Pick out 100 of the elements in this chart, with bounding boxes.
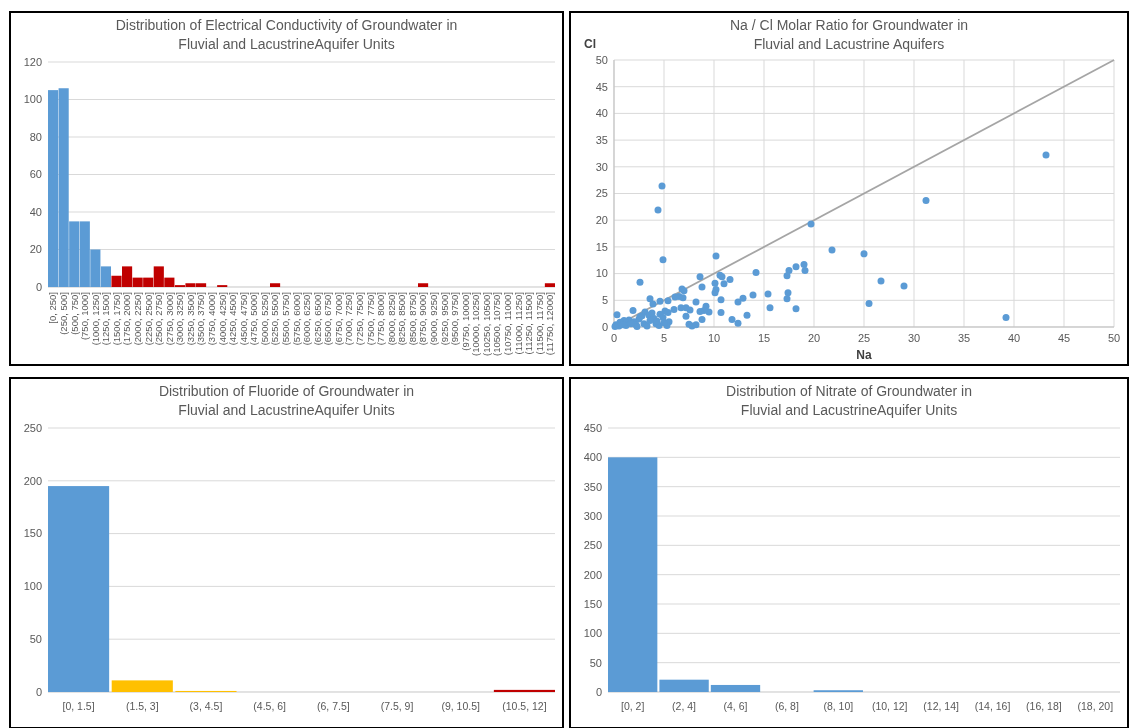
x-tick-label: (2500, 2750] [153,292,165,346]
x-tick-label: 25 [857,332,871,344]
x-tick-label: (11000, 11250] [512,292,524,355]
x-tick-label: (11250, 11500] [523,292,535,355]
x-tick-label: (4500, 4750] [237,292,249,346]
x-tick-label: 15 [757,332,771,344]
y-tick-label: 40 [595,107,608,120]
x-tick-label: (3750, 4000] [205,292,217,346]
bar [418,283,429,287]
x-tick-label: (11500, 11750] [533,292,545,355]
x-tick-label: (8250, 8500] [396,292,408,346]
y-tick-label: 25 [595,187,608,200]
chart-title: Distribution of Electrical Conductivity of Groundwater in Fluvial and LacustrineAquifer Units [115,17,458,52]
y-tick-label: 100 [23,93,42,106]
y-tick-label: 60 [29,168,42,181]
x-tick-label: 30 [907,332,921,344]
y-tick-label: 40 [29,205,42,218]
x-tick-label: (10250, 10500] [480,292,492,356]
x-tick-label: (9250, 9500] [438,292,450,346]
x-tick-label: (5250, 5500] [269,292,281,346]
chart-title: Distribution of Nitrate of Groundwater in Fluvial and LacustrineAquifer Units [726,383,972,418]
x-tick-label: (5750, 6000] [290,292,302,346]
x-tick-label: (6500, 6750] [322,292,334,346]
x-tick-label: 20 [807,332,821,344]
y-tick-label: 300 [583,509,602,522]
bar [710,684,761,692]
x-tick-label: (5500, 5750] [279,292,291,346]
x-tick-label: 10 [707,332,721,344]
x-tick-label: (3250, 3500] [184,292,196,346]
y-tick-label: 50 [589,656,602,669]
x-tick-label: (7750, 8000] [375,292,387,346]
x-tick-label: 0 [610,332,618,344]
x-tick-label: (3500, 3750] [195,292,207,346]
x-tick-label: (12, 14] [923,700,959,712]
x-tick-label: 50 [1107,332,1121,344]
y-tick-label: 20 [29,243,42,256]
x-tick-label: (5000, 5250] [258,292,270,346]
y-tick-label: 150 [23,527,42,540]
y-tick-label: 250 [583,539,602,552]
x-tick-label: (2750, 3000] [163,292,175,346]
y-tick-label: 35 [595,133,608,146]
bar [111,680,173,692]
x-tick-label: (8500, 8750] [406,292,418,346]
x-tick-label: [0, 250] [47,292,59,324]
x-tick-label: (1.5, 3] [125,700,159,712]
y-axis-title: Cl [584,37,596,51]
x-tick-label: (4250, 4500] [227,292,239,346]
x-tick-label: (6250, 6500] [311,292,323,346]
x-tick-label: (10500, 10750] [491,292,503,356]
y-tick-label: 45 [595,80,608,93]
x-tick-label: (7.5, 9] [380,700,414,712]
bar [659,679,709,692]
bar [608,457,658,692]
x-tick-label: [0, 1.5] [62,700,95,712]
x-tick-label: (4, 6] [723,700,748,712]
x-tick-label: (750, 1000] [79,292,91,341]
x-tick-label: (3, 4.5] [189,700,223,712]
x-tick-label: (8750, 9000] [417,292,429,346]
x-tick-label: (1500, 1750] [110,292,122,346]
x-tick-label: (6, 7.5] [317,700,350,712]
x-tick-label: [0, 2] [620,700,645,712]
x-axis-title: Na [856,348,872,362]
x-tick-label: (7250, 7500] [353,292,365,346]
x-tick-label: (7500, 7750] [364,292,376,346]
y-tick-label: 0 [35,685,42,698]
x-tick-label: (10.5, 12] [502,700,547,712]
x-tick-label: (10, 12] [871,700,908,712]
x-tick-label: (4.5, 6] [253,700,287,712]
x-tick-label: 40 [1007,332,1021,344]
x-tick-label: (8, 10] [823,700,854,712]
bar [270,283,281,287]
y-tick-label: 150 [583,597,602,610]
x-tick-label: (1750, 2000] [121,292,133,346]
y-tick-label: 200 [23,474,42,487]
y-tick-label: 250 [23,421,42,434]
x-tick-label: (9, 10.5] [441,700,481,712]
x-tick-label: (14, 16] [974,700,1011,712]
y-tick-label: 0 [35,280,42,293]
y-tick-label: 0 [595,685,602,698]
x-tick-label: (250, 500] [57,292,69,335]
x-tick-label: (7000, 7250] [343,292,355,346]
x-tick-label: 5 [660,332,668,344]
y-tick-label: 400 [583,451,602,464]
x-tick-label: (9750, 10000] [459,292,471,351]
x-tick-label: 45 [1057,332,1071,344]
x-tick-label: (2250, 2500] [142,292,154,346]
x-tick-label: (2, 4] [672,700,697,712]
y-tick-label: 200 [583,568,602,581]
y-tick-label: 50 [595,53,608,66]
x-tick-label: (6000, 6250] [301,292,313,346]
x-tick-label: (500, 750] [68,292,80,335]
x-tick-label: (16, 18] [1026,700,1062,712]
x-tick-label: (10750, 11000] [501,292,513,356]
y-tick-label: 100 [23,580,42,593]
chart-title: Na / Cl Molar Ratio for Groundwater in Fluvial and Lacustrine Aquifers [729,17,969,52]
x-tick-label: (10000, 10250] [470,292,482,356]
x-tick-label: (6750, 7000] [332,292,344,346]
y-tick-label: 20 [595,214,608,227]
x-tick-label: (9000, 9250] [427,292,439,346]
x-tick-label: (4000, 4250] [216,292,228,346]
